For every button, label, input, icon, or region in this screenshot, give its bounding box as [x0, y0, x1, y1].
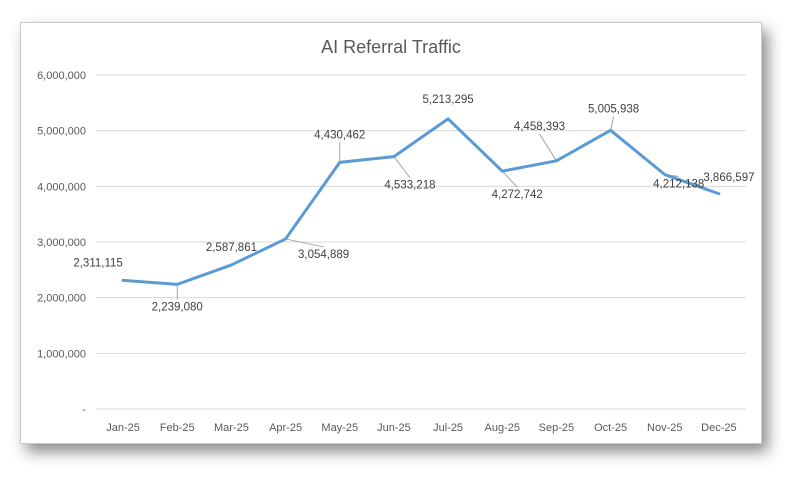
data-label: 3,054,889 [298, 249, 349, 261]
x-tick-label: Apr-25 [269, 422, 302, 434]
x-tick-label: Nov-25 [647, 422, 682, 434]
y-tick-label: 1,000,000 [37, 348, 86, 360]
data-label: 4,430,462 [314, 129, 365, 141]
data-label: 3,866,597 [703, 172, 754, 184]
y-tick-label: - [82, 404, 86, 416]
line-chart: AI Referral Traffic - 1,000,000 2,000,000 3… [37, 37, 754, 434]
x-tick-label: May-25 [321, 422, 358, 434]
x-tick-label: Oct-25 [594, 422, 627, 434]
x-tick-label: Dec-25 [701, 422, 736, 434]
x-tick-label: Aug-25 [485, 422, 520, 434]
x-tick-label: Jun-25 [377, 422, 411, 434]
data-label-leader [285, 238, 324, 248]
data-label: 2,239,080 [152, 301, 203, 313]
x-tick-label: Jul-25 [433, 422, 463, 434]
data-label: 2,587,861 [206, 242, 257, 254]
data-label: 4,533,218 [384, 180, 435, 192]
data-label-leader [610, 116, 615, 131]
data-label-leader [501, 170, 518, 188]
y-tick-label: 2,000,000 [37, 293, 86, 305]
x-tick-label: Mar-25 [214, 422, 249, 434]
data-label: 4,458,393 [514, 121, 565, 133]
data-label: 2,311,115 [73, 257, 122, 269]
chart-container: AI Referral Traffic - 1,000,000 2,000,000 3… [20, 22, 762, 444]
y-tick-label: 6,000,000 [37, 70, 86, 82]
chart-title: AI Referral Traffic [321, 37, 461, 57]
data-label: 5,213,295 [422, 94, 473, 106]
x-tick-label: Sep-25 [539, 422, 574, 434]
data-label: 4,272,742 [492, 189, 543, 201]
data-label-leader [393, 156, 411, 178]
y-tick-label: 4,000,000 [37, 181, 86, 193]
data-label: 4,212,138 [653, 179, 704, 191]
x-tick-label: Jan-25 [106, 422, 140, 434]
x-tick-label: Feb-25 [160, 422, 195, 434]
data-label: 5,005,938 [588, 103, 639, 115]
y-tick-label: 3,000,000 [37, 237, 86, 249]
y-tick-label: 5,000,000 [37, 126, 86, 138]
series-line [121, 117, 721, 286]
data-label-leader [538, 133, 557, 162]
